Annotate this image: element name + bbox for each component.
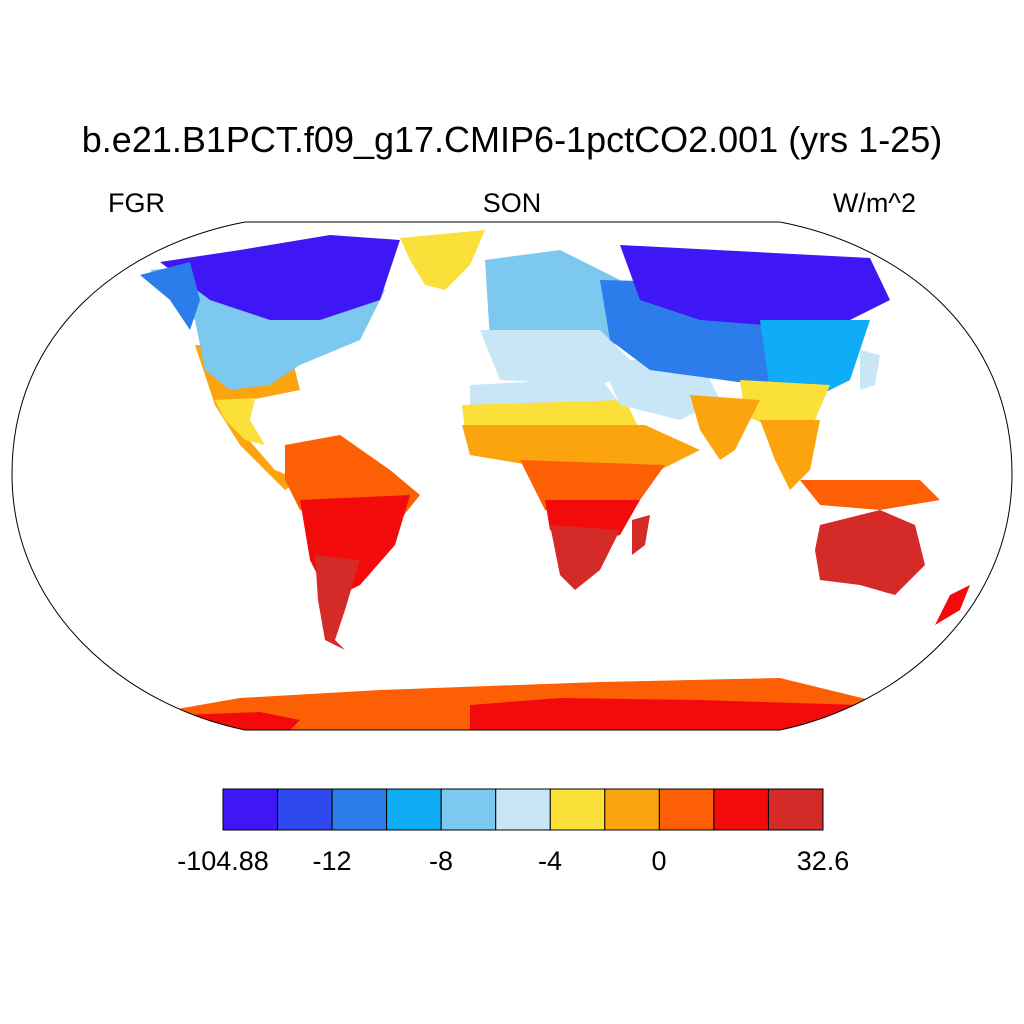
madagascar — [632, 515, 650, 555]
south-china — [740, 380, 830, 430]
colorbar-swatch — [440, 788, 497, 831]
greenland — [400, 230, 485, 290]
colorbar-tick-label: -4 — [538, 846, 562, 876]
colorbar-tick-label: -12 — [312, 846, 351, 876]
colorbar-tick-label: 0 — [651, 846, 666, 876]
new-zealand — [935, 585, 970, 625]
siberia — [620, 245, 890, 330]
map-outline — [11, 221, 1013, 731]
south-america-south — [315, 555, 360, 650]
colorbar-swatch — [277, 788, 333, 831]
units-label: W/m^2 — [832, 188, 916, 218]
southeast-asia — [760, 420, 820, 490]
europe-south — [480, 330, 640, 385]
sahel — [462, 425, 700, 470]
land-layer — [140, 230, 970, 730]
north-america-coast — [140, 262, 200, 330]
mexico — [215, 398, 265, 445]
colorbar-swatch — [386, 788, 442, 831]
colorbar-swatch — [222, 788, 279, 831]
southern-africa — [550, 525, 620, 590]
colorbar-tick-label: -8 — [429, 846, 453, 876]
colorbar-tick-label: -104.88 — [177, 846, 269, 876]
colorbar-swatch — [767, 788, 824, 831]
chart-title: b.e21.B1PCT.f09_g17.CMIP6-1pctCO2.001 (y… — [81, 119, 943, 160]
variable-label: FGR — [108, 188, 165, 218]
indonesia — [800, 480, 940, 510]
colorbar-swatch — [713, 788, 769, 831]
japan — [860, 350, 880, 390]
colorbar-swatch — [604, 788, 660, 831]
colorbar-swatch — [658, 788, 715, 831]
colorbar-swatch — [549, 788, 606, 831]
east-asia — [760, 320, 870, 400]
north-america-north — [160, 235, 400, 320]
colorbar-swatch — [495, 788, 551, 831]
india — [690, 395, 760, 460]
season-label: SON — [482, 188, 542, 218]
antarctica-west — [180, 712, 300, 730]
australia — [815, 510, 925, 595]
colorbar-tick-label: 32.6 — [797, 846, 850, 876]
colorbar-swatch — [331, 788, 388, 831]
